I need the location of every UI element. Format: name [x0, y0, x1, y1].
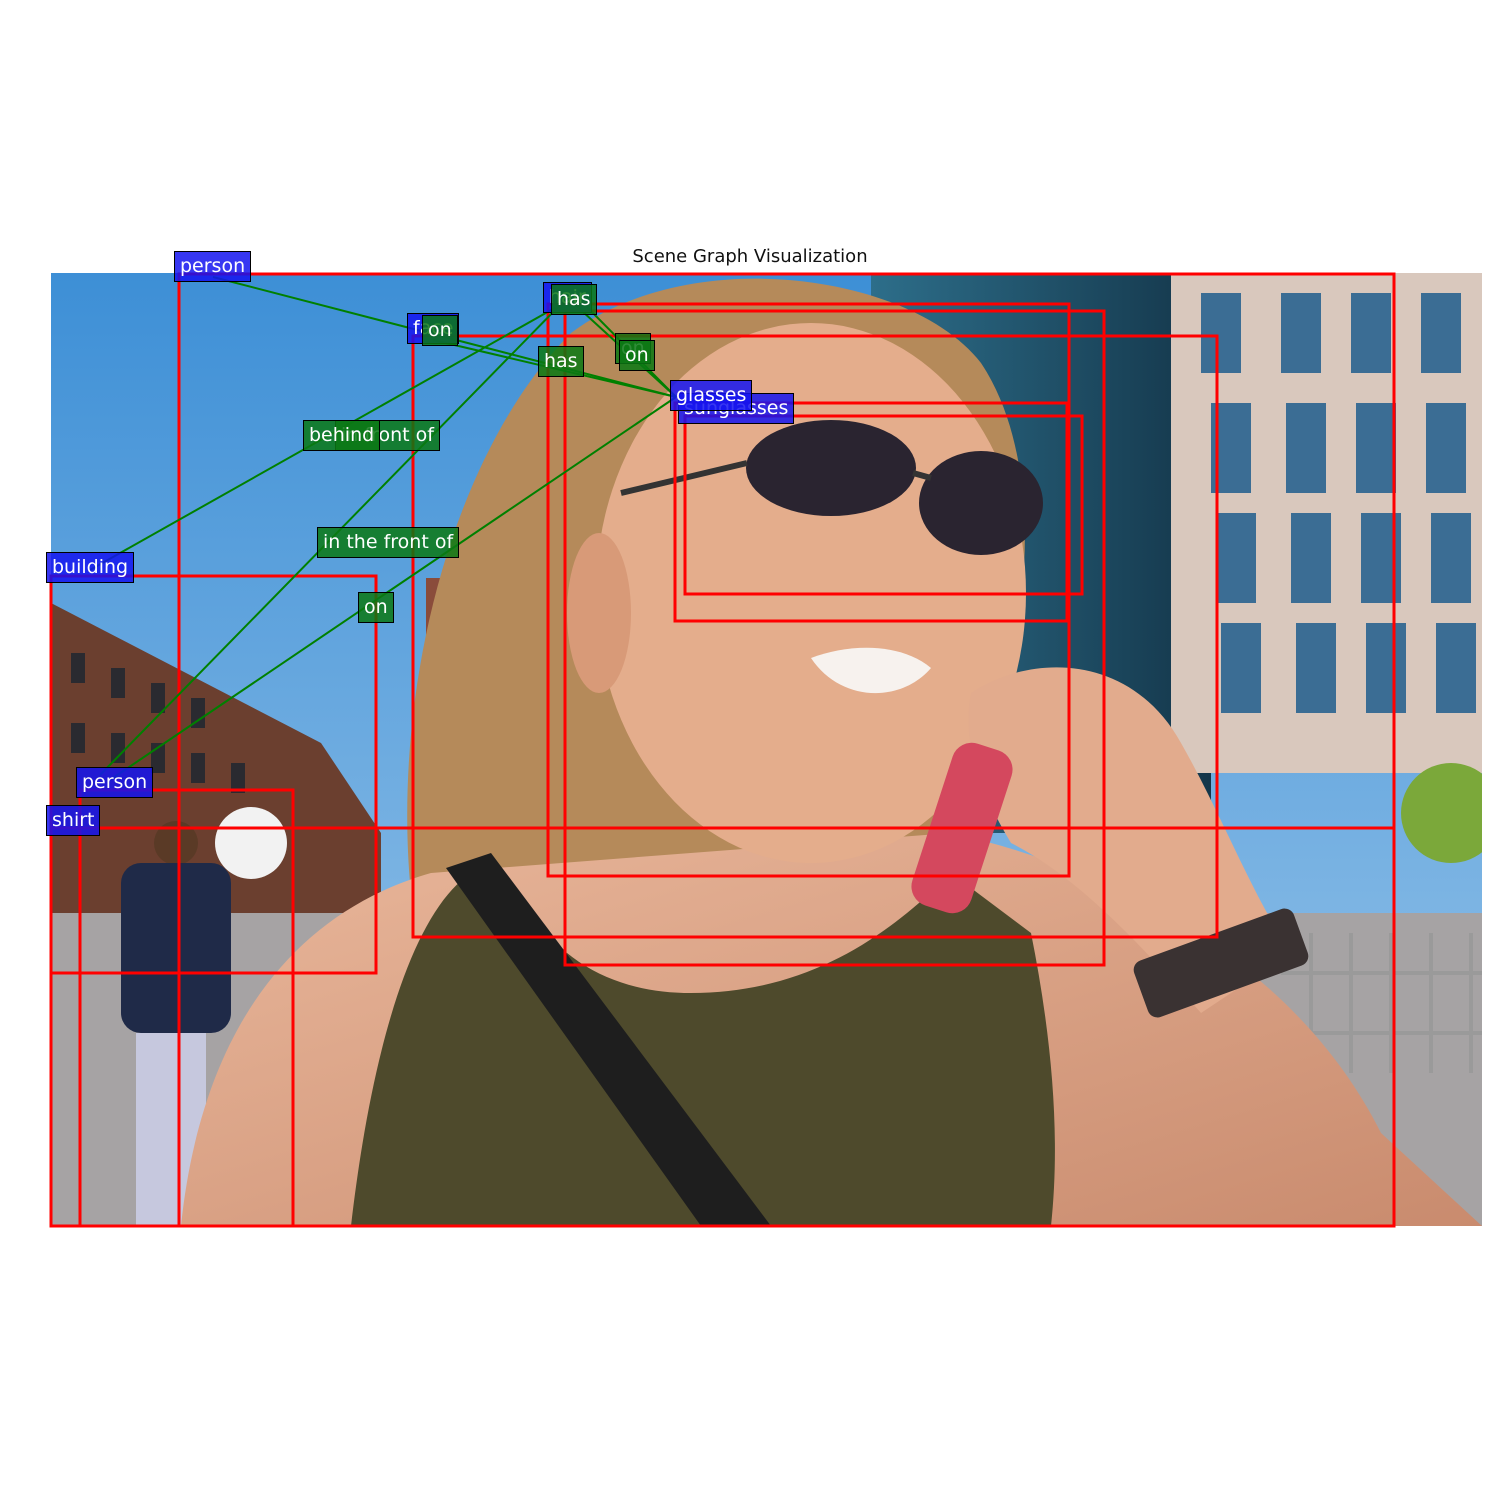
- photo-illustration: [51, 273, 1482, 1226]
- bag-strap: [446, 853, 771, 1226]
- brick-building-windows: [71, 653, 245, 793]
- scene-photo: [51, 273, 1482, 1226]
- label-building: building: [46, 552, 135, 583]
- label-rel-on-1: on: [422, 315, 458, 346]
- label-rel-has-1: has: [538, 346, 584, 377]
- edge-person-on-glasses-2: [109, 396, 677, 781]
- box-person-left: [78, 788, 295, 1228]
- box-building: [49, 574, 378, 975]
- railing: [1281, 933, 1482, 1073]
- box-sunglasses: [683, 414, 1084, 596]
- label-rel-on-4: on: [358, 592, 394, 623]
- label-rel-has-2: has: [551, 284, 597, 315]
- figure-title: Scene Graph Visualization: [632, 246, 868, 267]
- box-hair-2: [563, 309, 1106, 967]
- wristwatch: [1133, 908, 1309, 1018]
- label-rel-in-the-front-of: in the front of: [317, 527, 460, 558]
- box-hair-1: [546, 302, 1071, 878]
- woman-smile: [811, 647, 931, 694]
- label-person-left: person: [76, 767, 154, 798]
- box-face: [411, 334, 1219, 939]
- box-glasses: [673, 401, 1069, 623]
- woman-hand: [968, 667, 1291, 1013]
- balloon: [215, 807, 287, 879]
- label-person-top: person: [174, 251, 252, 282]
- label-shirt: shirt: [46, 805, 101, 836]
- bounding-boxes: [49, 272, 1396, 1228]
- label-rel-on-3: on: [619, 340, 655, 371]
- label-glasses: glasses: [670, 380, 753, 411]
- tree: [1401, 763, 1482, 863]
- label-rel-behind: behind: [303, 420, 381, 451]
- woman-ear: [567, 533, 631, 693]
- background-man: [121, 821, 231, 1226]
- box-shirt: [49, 826, 1396, 1228]
